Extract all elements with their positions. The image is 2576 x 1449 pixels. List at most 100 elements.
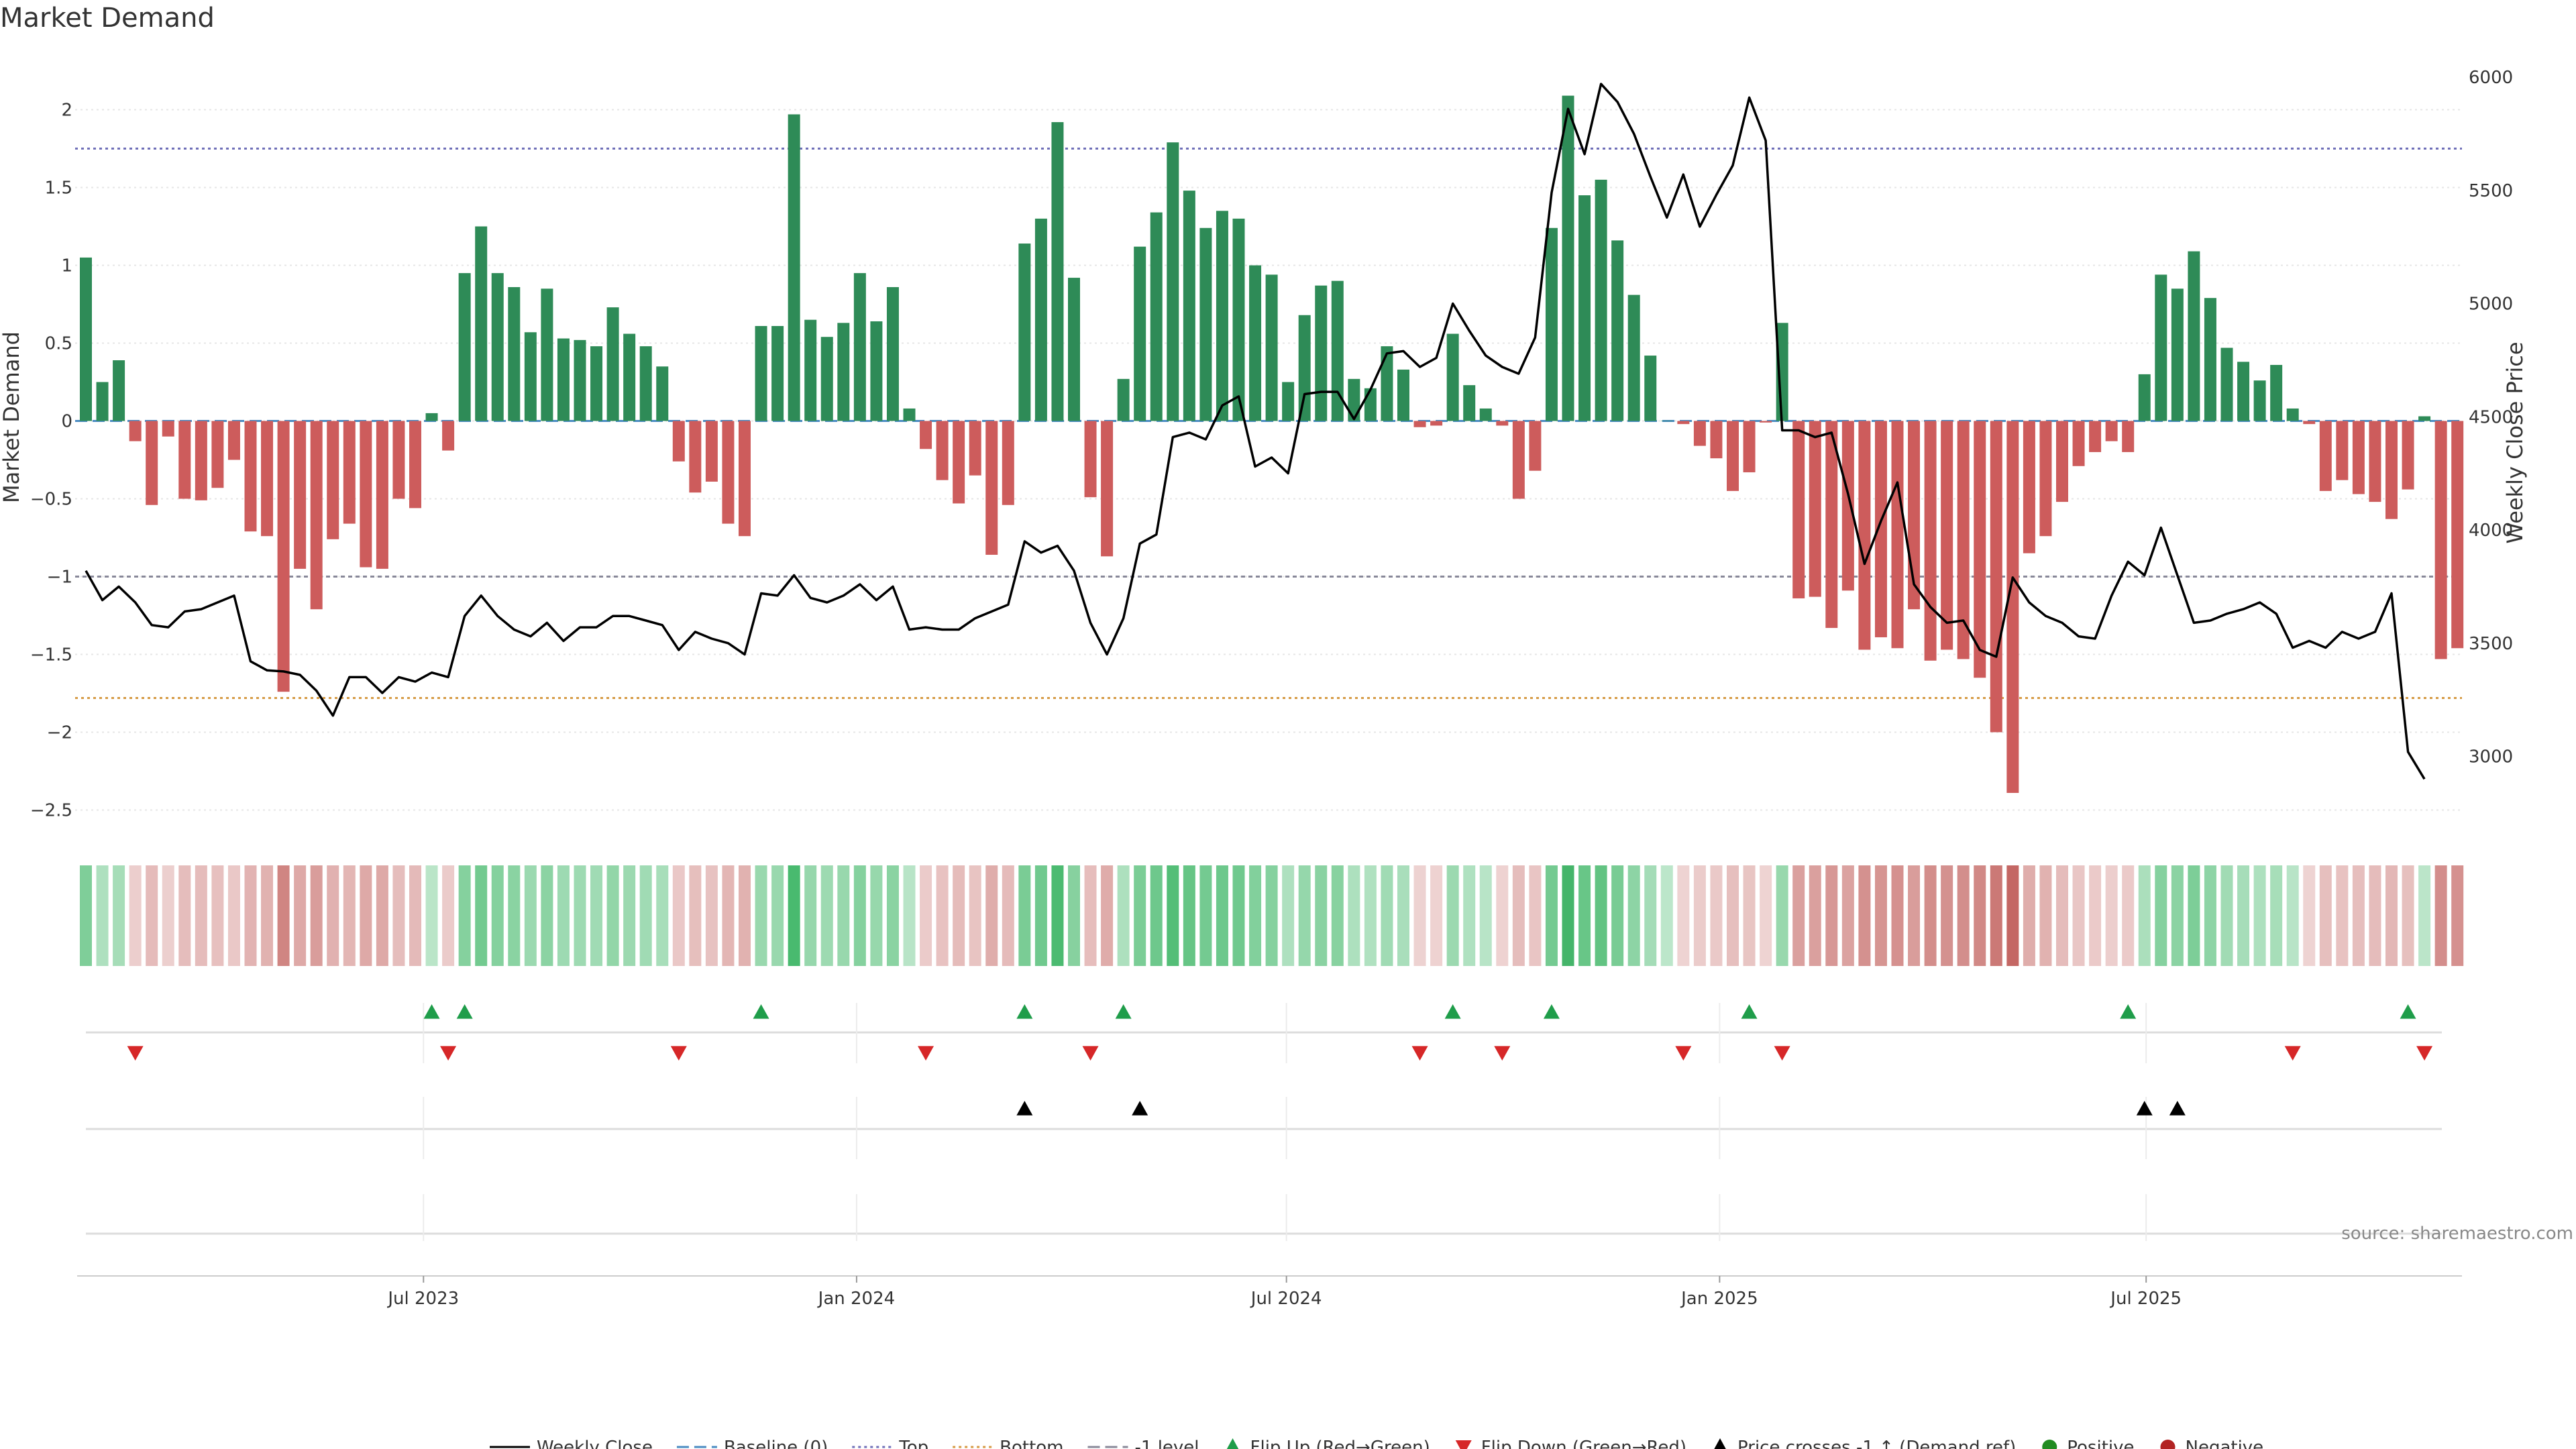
right-axis-ticks: 6000 5500 5000 4500 4000 3500 3000 <box>2469 68 2513 767</box>
demand-bar <box>1891 421 1904 649</box>
demand-bar <box>1562 95 1574 421</box>
flip-up-marker <box>456 1004 473 1019</box>
demand-bar <box>705 421 718 482</box>
demand-bar <box>1760 421 1772 423</box>
demand-bar <box>162 421 174 437</box>
flip-up-marker <box>423 1004 440 1019</box>
demand-bar <box>146 421 158 505</box>
heat-cell <box>1825 865 1838 966</box>
demand-bar <box>1068 278 1080 421</box>
demand-bar <box>1529 421 1542 471</box>
legend-swatch <box>1226 1438 1239 1449</box>
demand-bar <box>1463 385 1476 421</box>
heat-cell <box>788 865 800 966</box>
heat-cell <box>1298 865 1311 966</box>
demand-bar <box>2122 421 2135 452</box>
legend-swatch <box>2160 1440 2176 1449</box>
flip-down-marker <box>440 1046 457 1061</box>
demand-bar <box>1874 421 1887 637</box>
demand-bar <box>886 286 899 421</box>
demand-bar <box>2188 251 2200 421</box>
heat-cell <box>2434 865 2447 966</box>
heat-cell <box>80 865 92 966</box>
heat-cell <box>1727 865 1739 966</box>
demand-bar <box>1941 421 1953 650</box>
demand-bar <box>425 413 438 421</box>
demand-bar <box>475 226 488 421</box>
heat-cell <box>755 865 767 966</box>
demand-bar <box>261 421 274 537</box>
legend-label: Baseline (0) <box>724 1438 828 1449</box>
y-tick-label: 2 <box>61 101 72 121</box>
demand-bar <box>508 286 521 421</box>
legend-item: Top <box>852 1438 928 1449</box>
y-tick-label: 0.5 <box>45 334 72 354</box>
demand-bar <box>820 337 833 421</box>
heat-cell <box>1562 865 1574 966</box>
x-tick-label: Jul 2024 <box>1250 1289 1322 1309</box>
heat-cell <box>837 865 850 966</box>
demand-bar <box>227 421 240 460</box>
heat-cell <box>2039 865 2052 966</box>
demand-bar <box>1710 421 1723 459</box>
heat-cell <box>1249 865 1262 966</box>
demand-bar <box>524 332 537 421</box>
heat-cell <box>113 865 125 966</box>
x-tick-label: Jan 2025 <box>1680 1289 1758 1309</box>
heat-cell <box>2286 865 2299 966</box>
heat-cell <box>2072 865 2085 966</box>
heat-cell <box>508 865 521 966</box>
heat-cell <box>2089 865 2102 966</box>
heat-cell <box>689 865 702 966</box>
heat-cell <box>376 865 388 966</box>
demand-bar <box>1282 382 1295 421</box>
legend-item: Positive <box>2042 1438 2135 1449</box>
demand-bar <box>804 319 817 421</box>
heat-cell <box>1430 865 1443 966</box>
heat-cell <box>1413 865 1426 966</box>
demand-bar <box>1413 421 1426 427</box>
heat-cell <box>2204 865 2216 966</box>
legend-label: Bottom <box>1000 1438 1063 1449</box>
demand-bar <box>1924 421 1937 661</box>
demand-bar <box>953 421 965 504</box>
heat-cell <box>2385 865 2398 966</box>
demand-bar <box>2006 421 2019 793</box>
heat-cell <box>1183 865 1195 966</box>
demand-bar <box>2253 380 2266 421</box>
heat-cell <box>1315 865 1328 966</box>
heat-cell <box>1776 865 1788 966</box>
demand-bar <box>1841 421 1854 591</box>
heat-cell <box>409 865 421 966</box>
heat-cell <box>2319 865 2332 966</box>
heat-cell <box>2122 865 2135 966</box>
demand-bar <box>771 325 784 421</box>
heat-cell <box>1068 865 1080 966</box>
demand-bar <box>1397 369 1409 421</box>
demand-bar <box>1117 378 1130 421</box>
demand-bar <box>639 346 652 421</box>
heat-cell <box>1167 865 1179 966</box>
demand-bar <box>1693 421 1706 446</box>
flip-up-marker <box>1444 1004 1461 1019</box>
heat-cell <box>886 865 899 966</box>
demand-bar <box>1578 195 1591 421</box>
heat-cell <box>590 865 603 966</box>
x-tick-label: Jul 2025 <box>2109 1289 2182 1309</box>
demand-bar <box>2402 421 2414 490</box>
demand-bar <box>1512 421 1525 499</box>
demand-bar <box>178 421 191 499</box>
demand-bar <box>2138 374 2151 421</box>
heat-cell <box>771 865 784 966</box>
demand-bar <box>1150 212 1163 421</box>
demand-bar <box>2155 274 2167 421</box>
demand-bar <box>1595 179 1607 421</box>
heat-cell <box>1216 865 1228 966</box>
x-tick-label: Jan 2024 <box>817 1289 896 1309</box>
flip-up-marker <box>1543 1004 1560 1019</box>
demand-bar <box>1644 356 1657 421</box>
heat-cell <box>1397 865 1409 966</box>
heat-cell <box>1677 865 1690 966</box>
heat-cell <box>969 865 981 966</box>
